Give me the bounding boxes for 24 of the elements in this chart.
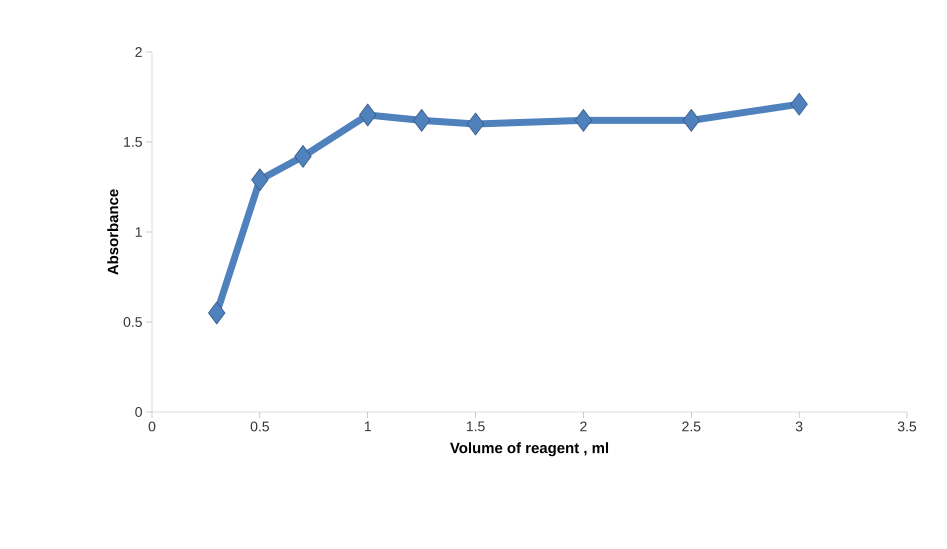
x-tick-label: 2.5: [682, 422, 700, 432]
point: [466, 112, 484, 136]
x-tick-label: 0: [148, 422, 156, 432]
point: [574, 108, 592, 132]
point: [251, 168, 269, 192]
y-axis-title: Absorbance: [107, 189, 118, 275]
point: [412, 108, 430, 132]
point: [359, 104, 376, 126]
y-tick-label: 1.5: [124, 137, 142, 147]
x-tick-label: 0.5: [250, 422, 269, 432]
y-tick-label: 1: [136, 227, 142, 237]
y-tick-label: 0: [135, 407, 142, 417]
y-tick-label: 0.5: [124, 317, 142, 327]
y-tick-label: 2: [135, 47, 142, 57]
x-tick-label: 3.5: [898, 422, 916, 432]
x-tick-label: 2: [580, 422, 587, 432]
x-axis-title: Volume of reagent , ml: [450, 442, 608, 456]
point: [294, 144, 312, 168]
point: [208, 302, 226, 324]
point: [682, 108, 700, 132]
x-tick-label: 3: [796, 422, 802, 432]
x-tick-label: 1: [364, 422, 371, 432]
point: [790, 92, 808, 116]
x-tick-label: 1.5: [466, 422, 485, 432]
